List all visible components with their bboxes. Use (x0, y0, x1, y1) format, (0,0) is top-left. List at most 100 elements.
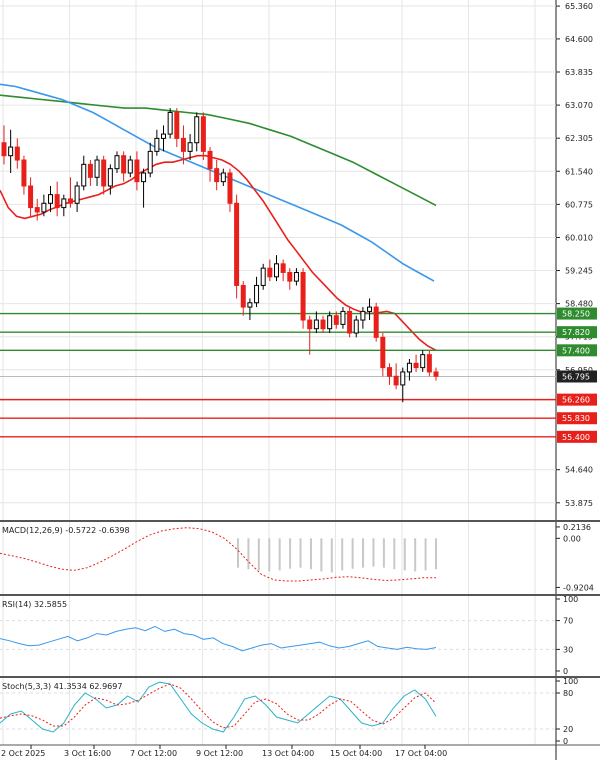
current-price-tag-label: 56.795 (562, 372, 590, 381)
candle-body (247, 302, 253, 308)
candle-body (327, 315, 333, 330)
candle-body (420, 354, 426, 369)
price-tick-label: 61.540 (565, 167, 593, 176)
macd-pane: 0.2136 0.00 -0.9204 (0, 520, 600, 592)
stoch-pane: 100 80 20 0 (0, 676, 600, 746)
support-level-tag-label: 55.400 (562, 433, 590, 442)
candle-body (413, 362, 419, 369)
candle-body (406, 362, 412, 373)
candle-body (227, 172, 233, 204)
candle-body (114, 155, 120, 170)
candle-body (174, 111, 180, 139)
rsi-pane: 100 70 30 0 (0, 594, 600, 676)
candle-body (21, 159, 27, 187)
ma-slow-line (0, 94, 437, 207)
support-level-tag: 55.400 (557, 430, 597, 443)
support-level-tag-bg (557, 430, 597, 443)
support-level-tag-label: 55.830 (562, 414, 590, 423)
candle-body (167, 111, 173, 135)
candle-body (340, 310, 346, 325)
stoch-label: Stoch(5,3,3) 41.3534 62.9697 (2, 682, 122, 691)
price-tick-label: 62.305 (565, 134, 593, 143)
current-price-tag-bg (557, 370, 597, 383)
candle-body (280, 263, 286, 273)
candle-body (347, 310, 353, 334)
candle-body (8, 146, 14, 157)
candle-body (426, 354, 432, 373)
candle-body (240, 284, 246, 308)
candle-body (1, 142, 7, 157)
time-tick-label: 2 Oct 2025 (1, 749, 45, 758)
candle-body (161, 133, 167, 139)
stoch-pane-tick-label: 0 (563, 737, 568, 746)
candle-body (353, 319, 359, 334)
current-price-tag: 56.795 (557, 370, 597, 383)
candle-body (194, 116, 200, 144)
candle-body (254, 284, 260, 304)
candle-body (121, 155, 127, 174)
time-tick-label: 7 Oct 12:00 (130, 749, 177, 758)
candle-body (320, 319, 326, 330)
macd-pane-tick-label: 0.00 (563, 534, 581, 543)
macd-pane-tick-label: -0.9204 (563, 583, 594, 592)
candle-body (300, 271, 306, 321)
price-tick-label: 60.010 (565, 233, 593, 242)
candle-body (333, 315, 339, 325)
candle-body (67, 198, 73, 204)
time-tick-label: 3 Oct 16:00 (64, 749, 111, 758)
time-tick-label: 15 Oct 04:00 (330, 749, 382, 758)
candle-body (81, 163, 87, 187)
candle-body (87, 163, 93, 178)
candle-body (273, 263, 279, 278)
candle-body (54, 194, 60, 209)
candle-body (360, 310, 366, 321)
price-tick-label: 54.640 (565, 466, 593, 475)
resistance-level-tag-bg (557, 307, 597, 320)
stoch-pane-tick-label: 100 (563, 677, 578, 686)
candle-body (307, 319, 313, 330)
rsi-pane-tick-label: 0 (563, 667, 568, 676)
candle-body (154, 137, 160, 152)
candle-body (141, 172, 147, 183)
rsi-pane-tick-label: 30 (563, 645, 573, 654)
stoch-k-line (0, 681, 437, 733)
candle-body (101, 159, 107, 187)
candle-body (134, 159, 140, 183)
price-tick-label: 58.480 (565, 300, 593, 309)
time-tick-label: 9 Oct 12:00 (196, 749, 243, 758)
price-tick-label: 63.835 (565, 68, 593, 77)
candle-body (74, 185, 80, 204)
candle-body (107, 168, 113, 187)
candle-body (293, 271, 299, 282)
time-tick-label: 17 Oct 04:00 (395, 749, 447, 758)
candle-body (207, 150, 213, 170)
resistance-level-tag: 57.400 (557, 344, 597, 357)
candle-body (400, 371, 406, 386)
stoch-d-line (0, 683, 437, 729)
price-tick-label: 59.245 (565, 267, 593, 276)
time-tick-label: 13 Oct 04:00 (262, 749, 314, 758)
candle-body (234, 202, 240, 286)
candle-body (147, 150, 153, 174)
candle-body (214, 168, 220, 183)
resistance-level-tag: 57.820 (557, 326, 597, 339)
candle-body (34, 207, 40, 213)
stoch-pane-tick-label: 80 (563, 689, 573, 698)
stoch-pane-tick-label: 20 (563, 725, 573, 734)
candle-body (94, 159, 100, 178)
candle-body (41, 202, 47, 213)
rsi-pane-tick-label: 70 (563, 617, 573, 626)
support-level-tag-bg (557, 412, 597, 425)
candle-body (373, 306, 379, 338)
candle-body (180, 137, 186, 152)
price-tick-label: 60.775 (565, 200, 593, 209)
candle-body (287, 271, 293, 282)
candle-body (220, 172, 226, 183)
candle-body (187, 142, 193, 152)
candle-body (260, 267, 266, 286)
candle-body (367, 306, 373, 312)
time-axis: 2 Oct 2025 3 Oct 16:00 7 Oct 12:00 9 Oct 12… (0, 744, 600, 758)
price-tick-label: 63.070 (565, 101, 593, 110)
